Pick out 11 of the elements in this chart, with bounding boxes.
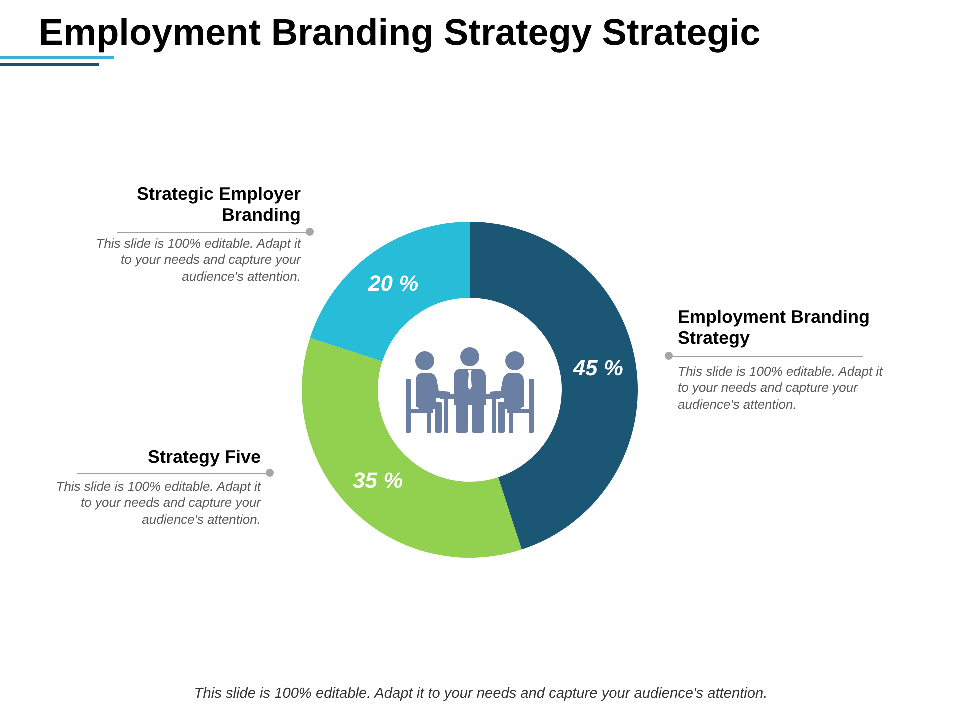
slice-label: Strategy Five bbox=[148, 447, 261, 468]
data-label: 20 % bbox=[368, 270, 419, 296]
slice-label: Employment Branding Strategy bbox=[678, 307, 872, 349]
chart-title: Employment Branding Strategy Strategic bbox=[39, 11, 761, 55]
data-label: 45 % bbox=[572, 356, 624, 381]
text: This slide is 100% editable. Adapt it to your needs and capture your audience's attention. bbox=[194, 686, 768, 702]
data-label: 35 % bbox=[353, 468, 404, 493]
text: This slide is 100% editable. Adapt it to your needs and capture your audience's attention. bbox=[55, 479, 261, 528]
text: This slide is 100% editable. Adapt it to your needs and capture your audience's attention. bbox=[678, 364, 884, 413]
text: This slide is 100% editable. Adapt it to your needs and capture your audience's attention. bbox=[95, 236, 301, 285]
slice-label: Strategic Employer Branding bbox=[136, 184, 301, 226]
